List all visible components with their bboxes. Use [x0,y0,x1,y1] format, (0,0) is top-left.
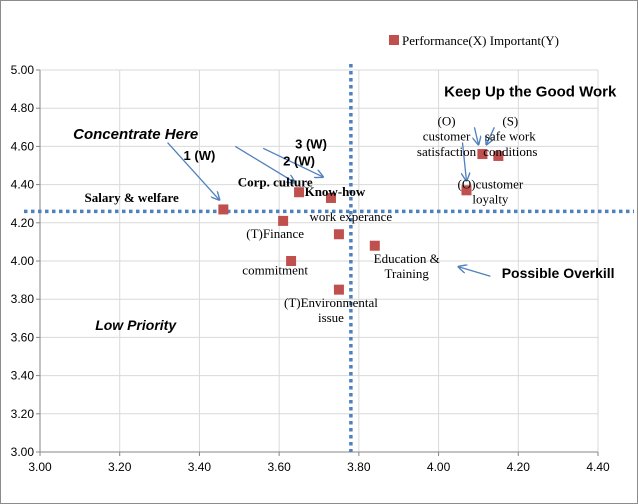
y-tick-label: 4.20 [11,216,35,230]
data-point [333,284,344,295]
y-tick-label: 4.00 [11,254,35,268]
x-tick-label: 3.40 [188,460,212,474]
point-label: (O)customer [458,176,524,191]
y-axis-ticks: 3.00 3.20 3.40 3.60 3.80 4.00 4.20 4.40 4.60 4.80… [11,63,35,459]
data-point [333,229,344,240]
x-tick-label: 3.00 [28,460,52,474]
annotation-arrow [486,127,495,144]
point-label: commitment [242,262,308,277]
data-point [369,240,380,251]
callout-label: 1 (W) [184,148,216,163]
annotation-arrow [462,142,466,181]
point-label: loyalty [472,192,509,207]
y-tick-label: 4.60 [11,139,35,153]
y-tick-label: 3.00 [11,445,35,459]
annotation-arrow [167,142,220,200]
x-tick-label: 3.20 [108,460,132,474]
y-tick-label: 5.00 [11,63,35,77]
annotation-arrows [167,127,495,277]
quadrant-annotation: Possible Overkill [502,265,615,281]
quadrant-annotations: Concentrate Here Keep Up the Good Work Pos… [73,84,617,333]
data-points [218,149,504,295]
y-tick-label: 3.60 [11,330,35,344]
point-label: (O) [438,113,456,128]
quadrant-annotation: Concentrate Here [73,126,198,143]
data-point [325,192,336,203]
point-label: work experance [310,209,393,224]
x-tick-label: 4.40 [586,460,610,474]
x-axis-ticks: 3.00 3.20 3.40 3.60 3.80 4.00 4.20 4.40 [28,460,610,474]
data-point [218,204,229,215]
annotation-arrow [234,145,295,182]
data-point [278,215,289,226]
y-tick-label: 3.20 [11,407,35,421]
quadrant-annotation: Low Priority [95,317,177,333]
data-point [286,256,297,266]
axes [36,69,599,456]
point-label: issue [318,310,344,325]
point-label: customer [423,129,471,144]
point-label: (T)Environmental [284,295,378,310]
data-point [294,187,305,198]
legend: Performance(X) Important(Y) [389,33,559,48]
point-label: safe work [485,129,536,144]
point-label: Training [385,266,430,281]
point-label: Corp. culture [238,175,313,190]
callout-label: 3 (W) [295,136,327,151]
data-point [493,150,504,161]
callout-label: 2 (W) [283,154,315,169]
y-tick-label: 4.80 [11,101,35,115]
annotation-arrow [459,267,491,277]
quadrant-dividers [24,64,634,452]
x-tick-label: 4.20 [507,460,531,474]
legend-label: Performance(X) Important(Y) [402,33,559,48]
point-label: Education & [374,251,440,266]
y-tick-label: 3.80 [11,292,35,306]
x-tick-label: 4.00 [427,460,451,474]
y-tick-label: 4.40 [11,178,35,192]
legend-marker [389,35,399,45]
data-point [477,149,488,160]
x-tick-label: 3.80 [347,460,371,474]
quadrant-annotation: Keep Up the Good Work [444,84,617,101]
data-point [461,185,472,196]
point-label: satisfaction [417,144,477,159]
point-label: (T)Finance [246,226,304,241]
point-label: conditions [483,144,537,159]
point-label: Know-how [305,184,366,199]
annotation-arrow [474,127,478,144]
point-label: Salary & welfare [84,190,179,205]
y-tick-label: 3.40 [11,369,35,383]
annotation-arrow [262,147,323,177]
callout-labels: 1 (W) 2 (W) 3 (W) [184,136,327,168]
x-tick-label: 3.60 [267,460,291,474]
point-label: (S) [502,113,518,128]
